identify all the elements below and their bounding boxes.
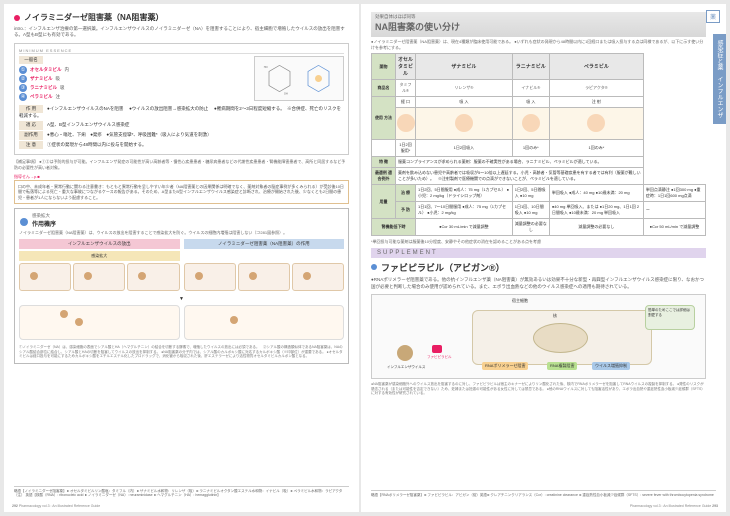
method-illustration xyxy=(396,108,416,140)
drug-row: ④ペラミビル注 xyxy=(19,93,248,101)
table-footnote: *単回投与可能な薬剤は服薬後10分程度、安静やその他症状の消在を認めることがある… xyxy=(371,239,706,245)
side-tab: 感染症と薬 インフルエンザ xyxy=(713,34,726,124)
method-illustration xyxy=(512,108,549,140)
footer-terms: 略語【ノイラミニダーゼ阻害薬】►オセルタミビルリン酸塩：タミフル（内）►ザナミビ… xyxy=(14,486,349,498)
na-section-title: NA阻害薬の使い分け xyxy=(375,20,702,33)
section-title: ノイラミニダーゼ阻害薬（NA阻害薬） xyxy=(24,12,164,23)
supplement-title: ファビピラビル（アビガン®） xyxy=(381,261,505,274)
virus-icon xyxy=(397,345,413,361)
supplement-header: SUPPLEMENT xyxy=(371,248,706,258)
chemical-structure: HO OH xyxy=(254,56,344,101)
table-row: 薬物 オセルタミビル ザナミビル ラニナミビル ペラミビル xyxy=(372,54,706,80)
supplement-text: ●RNAポリメラーゼ阻害薬である。他の抗インフルエンザ薬（NA阻害薬）が無効ある… xyxy=(371,277,706,291)
note-bubble: 簡単のためここでは詳細は割愛する xyxy=(645,305,695,330)
na-title-bar: 効果自体はほぼ同等 NA阻害薬の使い分け xyxy=(371,12,706,37)
cell-diagram xyxy=(19,305,180,340)
essence-box: MINIMUM ESSENCE 一般名 ①オセルタミビル内 ②ザナミビル吸 ③ラ… xyxy=(14,43,349,156)
comparison-table: 薬物 オセルタミビル ザナミビル ラニナミビル ペラミビル 商品名 タミフル® … xyxy=(371,53,706,236)
table-row: 最適例 適合例外 薬剤を飲み込めない患児や高齢者では吸収が5〜10倍以上遅延する… xyxy=(372,168,706,185)
na-subtitle: ●ノイラミニダーゼ阻害薬（NA阻害薬）は、現在4種類が臨床使用可能である。 ●い… xyxy=(371,39,706,50)
method-illustration xyxy=(416,108,513,140)
bullet-icon xyxy=(14,15,20,21)
method-illustration xyxy=(549,108,643,140)
molecule-icon: HO OH xyxy=(262,61,297,96)
drug-row: ③ラニナミビル吸 xyxy=(19,84,248,92)
table-row: 用量 治 療 1日2回、5日間服用 ●成人：75 mg（1カプセル） ●小児：2… xyxy=(372,185,706,202)
nucleus xyxy=(533,323,588,353)
field-label: 一般名 xyxy=(19,56,43,64)
drug-icon xyxy=(432,345,442,353)
diagram-footnotes: ①ノイラミニダーゼ（NA）は、感染細胞の表面でシアル酸とHA（ヘマグルチニン）の… xyxy=(19,345,344,359)
drug-row: ②ザナミビル吸 xyxy=(19,75,248,83)
mechanism-diagram: 感染拡大 作用機序 ノイラミニダーゼ阻害薬（NA阻害薬）は、ウイルスの放出を阻害… xyxy=(14,208,349,364)
table-row: 商品名 タミフル® リレンザ® イナビル® ラピアクタ® xyxy=(372,80,706,97)
svg-text:OH: OH xyxy=(284,91,288,95)
table-row xyxy=(372,108,706,140)
page-number: Pharmacology vol.3 : An Illustrated Refe… xyxy=(630,504,718,508)
virus-icon xyxy=(19,217,29,227)
table-row: 腎機能低下時 ●Ccr 30 mL/min で減量調整 減量調整の必要なし 減量… xyxy=(372,219,706,236)
drug-list: 一般名 ①オセルタミビル内 ②ザナミビル吸 ③ラニナミビル吸 ④ペラミビル注 xyxy=(19,56,248,102)
diagram-right-col: ノイラミニダーゼ阻害薬（NA阻害薬）の作用 xyxy=(184,239,345,293)
table-row: 使用 方法 経 口 吸 入 吸 入 注 射 xyxy=(372,97,706,108)
supplement-footnotes: ●NA阻害薬が感染細胞外へのウイルス放出を阻害するのに対し、ファビピラビルは宿主… xyxy=(371,382,706,396)
svg-text:HO: HO xyxy=(264,65,268,69)
left-page: ノイラミニダーゼ阻害薬（NA阻害薬） intro.：インフルエンザ治療の第一選択… xyxy=(4,4,359,512)
properties-list: 作 用●インフルエンザウイルスのNAを阻害 ●ウイルスの放出阻害→感染拡大の防止… xyxy=(19,105,344,150)
supplementary-notes: 【補足事項】 ●①②は予防的投与が可能。インフルエンザ発症の可能性が高い高齢者等… xyxy=(14,159,349,170)
table-row: 特 徴 服薬コンプライアンスが求められる薬剤：服薬の不確実性がある場合、ラニナミ… xyxy=(372,157,706,168)
cell-diagram xyxy=(184,305,345,340)
molecule-icon xyxy=(301,61,336,96)
table-row: 予 防 1日1回、7〜10日間服用 ●成人：75 mg（1カプセル） ●小児：2… xyxy=(372,202,706,219)
intro-text: intro.：インフルエンザ治療の第一選択薬。インフルエンザウイルスのノイラミニ… xyxy=(14,26,349,39)
caution-box: 口の中、未成年者・異常行動に関わる注意書き：もともと異常行動を呈しやすい年少者（… xyxy=(14,180,349,205)
supplement-diagram: 宿主細胞 核 インフルエンザウイルス ファビピラビル RNAポリメラーゼ阻害 R… xyxy=(371,294,706,379)
corner-badge: 薬 xyxy=(706,10,720,23)
essence-header: MINIMUM ESSENCE xyxy=(19,48,344,54)
section-header: ノイラミニダーゼ阻害薬（NA阻害薬） xyxy=(14,12,349,23)
bullet-icon xyxy=(371,264,377,270)
diagram-left-col: インフルエンザウイルスの放出 感染拡大 xyxy=(19,239,180,293)
page-number: 292 Pharmacology vol.3 : An Illustrated … xyxy=(12,504,100,508)
diagram-title: 作用機序 xyxy=(32,219,56,228)
host-cell: 核 xyxy=(472,310,652,365)
drug-row: ①オセルタミビル内 xyxy=(19,66,248,74)
table-row: 1日2回服用* 1日2回吸入 1回のみ* 1回のみ* xyxy=(372,140,706,157)
right-page: 薬 感染症と薬 インフルエンザ 効果自体はほぼ同等 NA阻害薬の使い分け ●ノイ… xyxy=(361,4,726,512)
footer-terms: 略語【RNAポリメラーゼ阻害薬】►ファビピラビル：アビガン（錠）英語►クレアチニ… xyxy=(371,490,716,498)
arrow-icon: ▼ xyxy=(19,296,344,302)
